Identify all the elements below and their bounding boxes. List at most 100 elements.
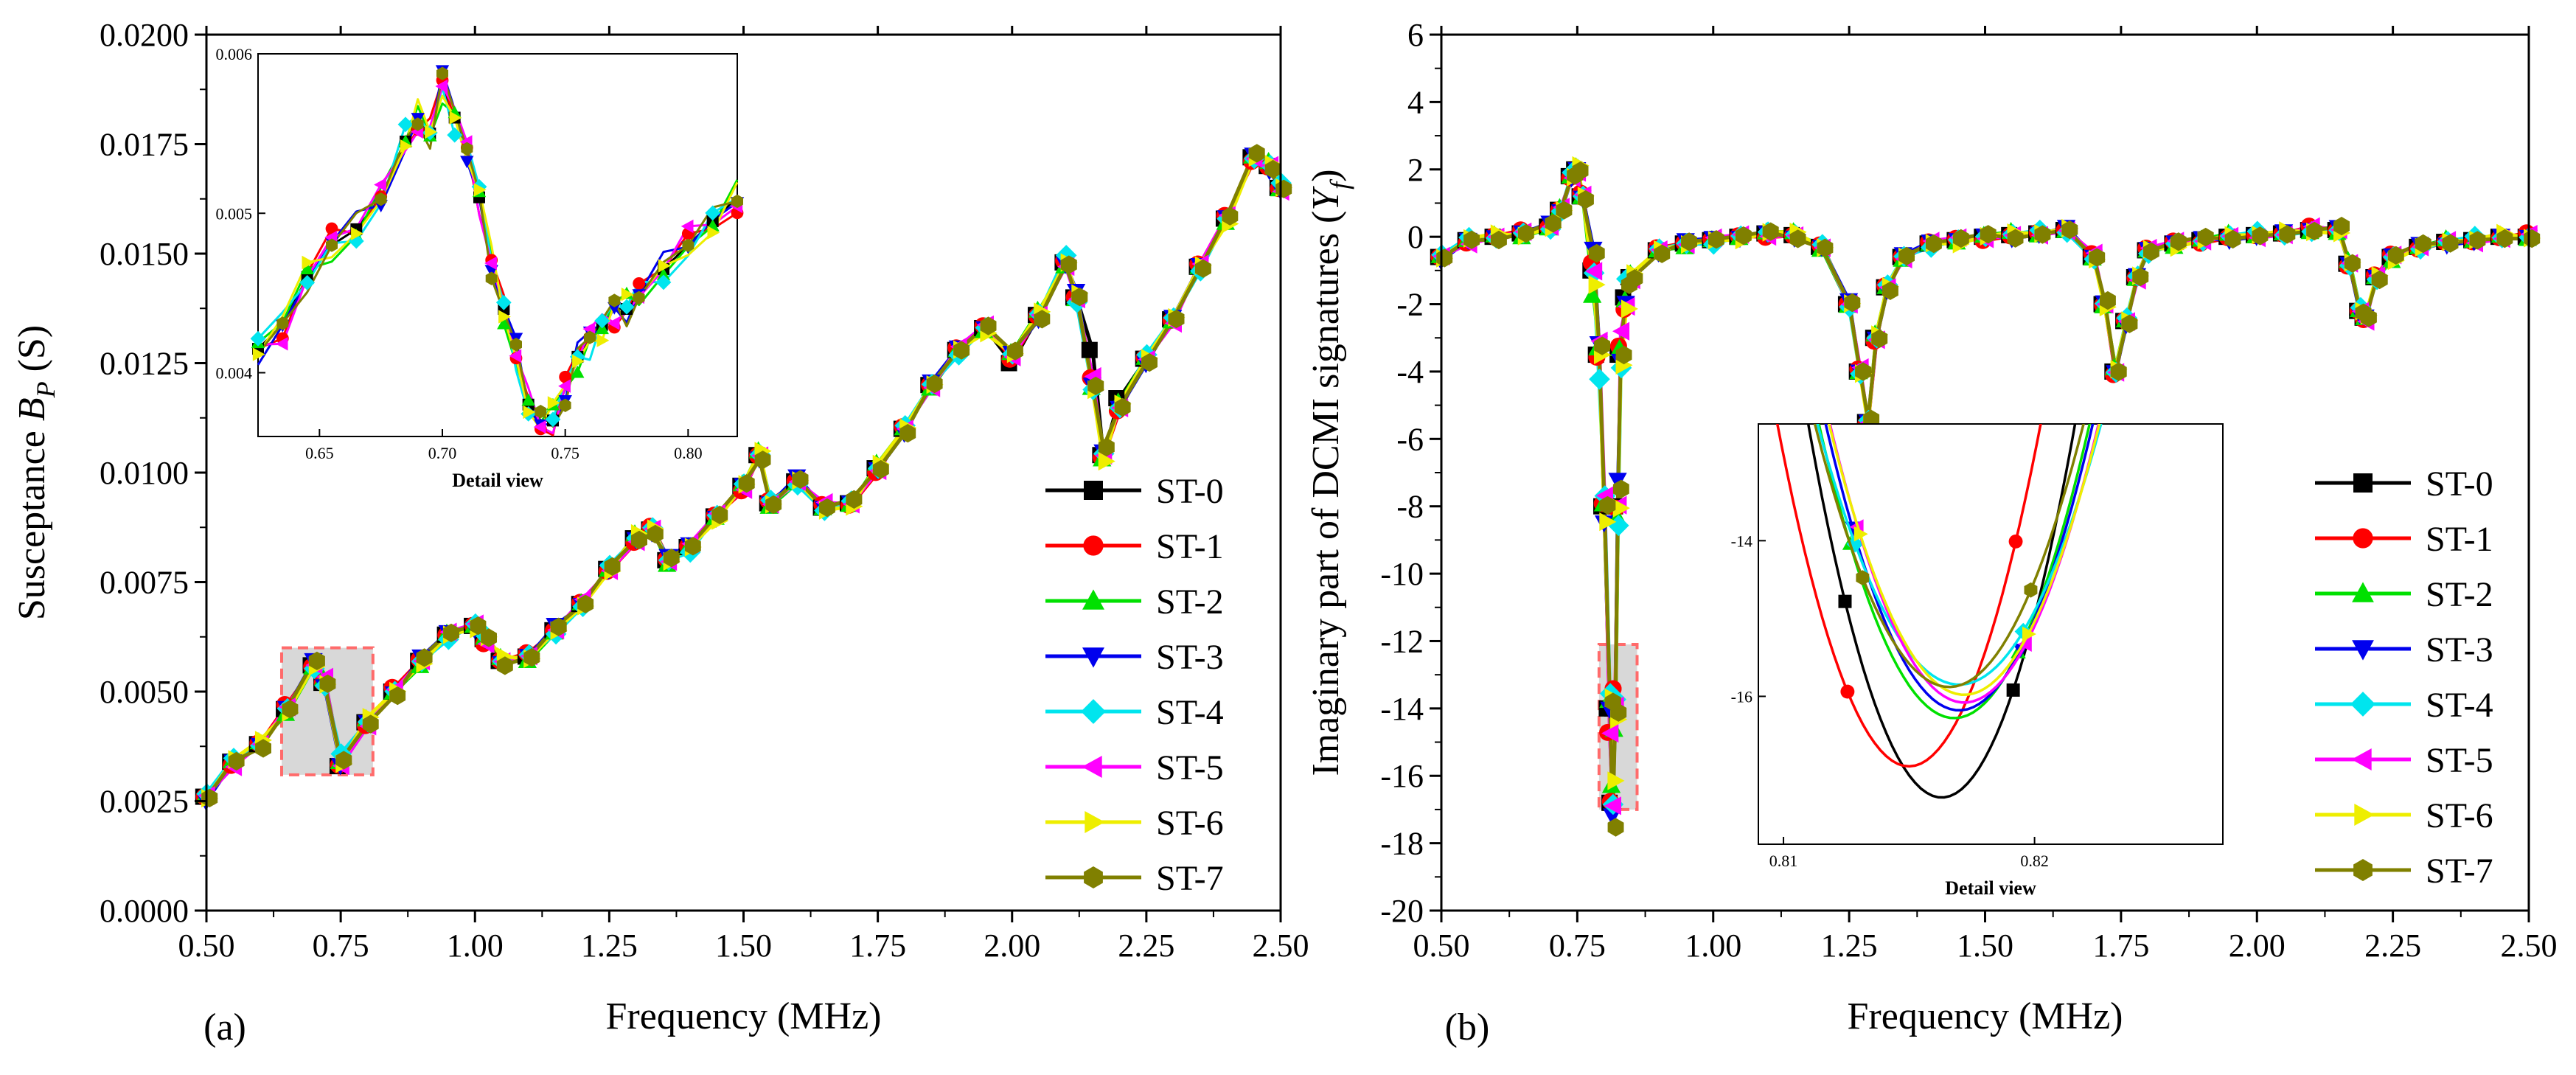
inset-data-point-st-6 (351, 226, 363, 240)
inset-data-point-st-4 (655, 274, 672, 291)
inset-data-point-st-4 (619, 299, 635, 315)
data-point-st-7 (1594, 336, 1610, 355)
inset-curve-st-0 (1806, 424, 2077, 799)
x-tick-label: 2.25 (2364, 928, 2421, 964)
data-point-st-7 (1034, 310, 1051, 329)
x-tick-label: 2.50 (1253, 928, 1309, 964)
legend-label-st-5: ST-5 (1156, 748, 1224, 787)
data-point-st-7 (2252, 226, 2269, 246)
y-tick-label: -6 (1396, 421, 1424, 457)
data-point-st-7 (319, 674, 336, 693)
inset-data-point-st-7 (485, 271, 498, 285)
data-point-st-7 (2089, 248, 2106, 267)
inset-y-tick-label: -14 (1731, 532, 1752, 550)
y-tick-label: 0.0125 (100, 346, 189, 382)
data-point-st-7 (2333, 217, 2350, 236)
inset-frame (257, 53, 738, 437)
inset-data-point-st-5 (680, 219, 694, 234)
inset-y-tick-label: 0.005 (216, 204, 253, 223)
legend-label-st-0: ST-0 (1156, 472, 1224, 511)
inset-data-point-st-5 (558, 379, 571, 393)
inset-curve-st-6 (1828, 424, 2101, 696)
inset-data-point-st-5 (435, 79, 448, 94)
data-point-st-7 (1898, 246, 1915, 265)
data-point-st-7 (754, 450, 771, 470)
x-tick-label: 0.50 (1413, 928, 1470, 964)
x-tick-label: 1.25 (1821, 928, 1878, 964)
inset-data-point-st-5 (607, 316, 620, 330)
inset-data-point-st-4 (594, 313, 610, 329)
data-point-st-4 (1608, 515, 1629, 537)
legend-marker (1084, 481, 1103, 500)
inset-data-point-st-5 (275, 337, 288, 351)
y-axis-title-prefix: Susceptance (11, 421, 53, 620)
legend-label-st-2: ST-2 (2426, 575, 2493, 614)
y-tick-label: 0.0025 (100, 784, 189, 820)
inset-data-point-st-7 (510, 338, 522, 352)
data-point-st-7 (819, 498, 835, 518)
data-point-st-6 (1607, 771, 1625, 790)
data-point-st-7 (765, 495, 782, 514)
data-point-st-7 (1612, 479, 1629, 498)
inset-data-point-st-6 (1853, 526, 1868, 542)
inset-data-point-st-7 (559, 398, 571, 412)
inset-x-tick-label: 0.82 (2020, 852, 2049, 870)
inset-data-point-st-7 (2024, 582, 2038, 598)
y-tick-label: 0 (1407, 219, 1424, 255)
data-point-st-7 (1607, 818, 1624, 837)
data-point-st-7 (738, 474, 755, 493)
data-point-st-7 (1735, 226, 1752, 246)
data-point-st-7 (496, 656, 513, 675)
inset-y-tick-label: -16 (1731, 687, 1752, 706)
legend-label-st-3: ST-3 (2426, 630, 2493, 669)
inset-data-point-st-4 (447, 127, 463, 143)
inset-data-point-st-6 (572, 354, 585, 369)
data-point-st-7 (1789, 229, 1806, 248)
data-point-st-5 (1585, 262, 1603, 281)
y-tick-label: 0.0175 (100, 127, 189, 163)
x-axis-title: Frequency (MHz) (1848, 995, 2123, 1037)
data-point-st-7 (1599, 495, 1616, 515)
data-point-st-7 (926, 374, 943, 394)
inset-data-point-st-5 (509, 349, 522, 363)
inset-data-point-st-6 (523, 405, 536, 420)
y-tick-label: 2 (1407, 152, 1424, 188)
inset-data-point-st-5 (533, 420, 546, 434)
panel-label: (a) (203, 1006, 246, 1048)
data-point-st-7 (792, 470, 809, 489)
inset-data-point-st-7 (608, 293, 621, 307)
panel-b: 0.50 0.75 1.00 1.25 1.50 1.75 2.00 2.25 2.50-20-… (1305, 17, 2558, 1048)
data-point-st-7 (846, 490, 863, 509)
data-point-st-7 (663, 549, 680, 568)
data-point-st-0 (1081, 341, 1098, 358)
x-tick-label: 1.00 (1685, 928, 1741, 964)
inset-data-point-st-7 (633, 291, 645, 305)
legend: ST-0 ST-1 ST-2 ST-3 ST-4 ST-5 ST-6 ST-7 (1045, 472, 1224, 898)
inset-data-point-st-1 (2008, 534, 2023, 549)
x-tick-label: 2.00 (984, 928, 1040, 964)
y-tick-label: 0.0100 (100, 455, 189, 491)
y-tick-label: -18 (1380, 826, 1424, 862)
inset-data-point-st-6 (449, 111, 462, 125)
inset-data-point-st-6 (2022, 626, 2036, 642)
inset-data-point-st-2 (300, 262, 314, 274)
data-point-st-7 (1610, 703, 1627, 722)
data-point-st-7 (577, 594, 594, 613)
data-point-st-7 (1087, 376, 1104, 395)
data-point-st-7 (1060, 255, 1077, 274)
inset-data-point-st-7 (682, 238, 695, 252)
inset-data-point-st-6 (252, 347, 265, 361)
data-point-st-7 (1952, 229, 1969, 248)
legend-label-st-2: ST-2 (1156, 582, 1224, 622)
data-point-st-6 (1588, 275, 1606, 294)
data-point-st-7 (980, 316, 997, 335)
x-tick-label: 0.50 (178, 928, 235, 964)
inset-curve-st-1 (1775, 424, 2042, 768)
data-point-st-7 (1615, 345, 1632, 365)
inset-x-tick-label: 0.70 (428, 444, 457, 462)
data-point-st-7 (953, 341, 970, 360)
inset-curve-st-2 (1817, 424, 2092, 720)
legend-marker (2353, 859, 2373, 881)
legend-marker (2354, 804, 2375, 826)
legend-marker (2350, 692, 2375, 717)
